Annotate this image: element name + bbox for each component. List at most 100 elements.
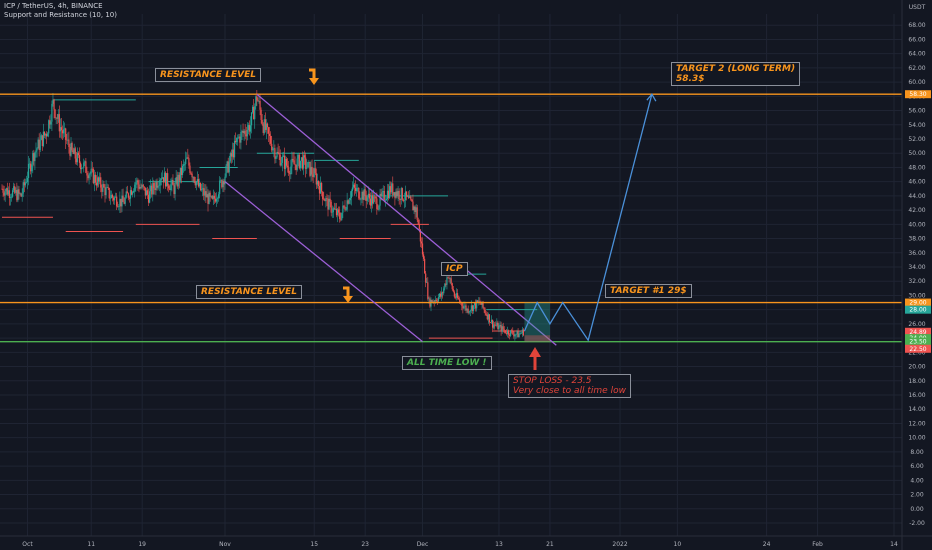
candle <box>174 177 176 201</box>
candle <box>203 183 205 201</box>
candle <box>362 190 364 207</box>
candle <box>8 182 11 206</box>
channel-upper-line[interactable] <box>256 93 557 346</box>
candle <box>449 277 451 285</box>
candle <box>219 176 221 199</box>
candle <box>264 112 266 133</box>
candle <box>256 89 258 106</box>
candle <box>135 178 137 193</box>
candle <box>338 206 340 217</box>
all-time-low-label[interactable]: ALL TIME LOW ! <box>402 356 492 370</box>
candle <box>281 152 283 172</box>
candle <box>96 171 99 188</box>
candle <box>56 113 58 125</box>
candle <box>194 176 196 189</box>
candle <box>358 187 360 200</box>
candle <box>439 291 442 299</box>
resistance-mid-label[interactable]: RESISTANCE LEVEL <box>196 285 302 299</box>
candle <box>17 185 19 203</box>
candle <box>212 189 214 206</box>
candle <box>68 131 70 154</box>
candle <box>140 183 142 190</box>
candle <box>438 293 441 300</box>
candle <box>127 192 129 201</box>
candle <box>76 147 78 166</box>
price-axis[interactable]: USDT -2.00 0.00 2.00 4.00 6.00 8.00 10.00 12.00 1… <box>901 0 932 550</box>
candle <box>35 142 37 158</box>
candle <box>134 182 136 198</box>
candle <box>44 133 47 139</box>
candle <box>138 179 140 193</box>
projection-path[interactable] <box>523 94 653 342</box>
candle <box>82 167 84 169</box>
candle <box>378 204 380 212</box>
price-label[interactable]: 28.00 <box>905 305 931 314</box>
candle <box>404 185 407 208</box>
time-axis[interactable]: Oct 11 19 Nov 15 23 Dec 13 21 2022 10 24 Feb 14 <box>0 535 932 548</box>
candle <box>458 295 460 300</box>
candle <box>223 178 225 193</box>
candle <box>231 142 234 163</box>
candle <box>476 299 478 312</box>
candle <box>155 179 157 196</box>
candle <box>435 298 437 303</box>
price-tick-label: 20.00 <box>908 364 925 371</box>
candle <box>372 191 374 209</box>
candle <box>468 310 470 315</box>
candle <box>290 159 292 180</box>
price-label[interactable]: 23.50 <box>905 337 931 346</box>
candle <box>433 300 435 307</box>
candle <box>319 176 322 195</box>
candle <box>288 160 290 176</box>
candle <box>330 199 332 217</box>
price-label[interactable]: 29.00 <box>905 298 931 307</box>
candle <box>349 191 351 205</box>
currency-unit: USDT <box>909 4 926 11</box>
target1-label[interactable]: TARGET #1 29$ <box>605 284 692 298</box>
candle <box>91 162 93 173</box>
candle <box>485 311 487 317</box>
candle <box>292 152 294 163</box>
candle <box>229 151 231 164</box>
candle <box>237 134 239 146</box>
candle <box>7 186 9 196</box>
price-label[interactable]: 58.30 <box>905 90 931 99</box>
target2-label[interactable]: TARGET 2 (LONG TERM) 58.3$ <box>671 62 801 86</box>
candle <box>359 191 361 201</box>
resistance-top-label[interactable]: RESISTANCE LEVEL <box>155 68 261 82</box>
candle <box>9 193 12 206</box>
stop-loss-label[interactable]: STOP LOSS - 23.5 Very close to all time … <box>508 374 631 398</box>
price-tick-label: 26.00 <box>908 321 925 328</box>
chart-grid <box>0 14 902 536</box>
channel-lower-line[interactable] <box>224 181 423 343</box>
candle <box>519 330 521 335</box>
zone-rect[interactable] <box>524 335 550 342</box>
candle <box>486 311 488 321</box>
candle <box>409 190 411 199</box>
indicator-legend[interactable]: Support and Resistance (10, 10) <box>4 11 117 19</box>
candle <box>202 182 204 197</box>
candle <box>164 171 167 189</box>
candle <box>416 204 418 222</box>
candle <box>259 94 261 116</box>
candle <box>52 93 54 107</box>
candle <box>13 182 15 193</box>
price-label[interactable]: 24.89 <box>905 327 931 336</box>
candle <box>487 312 489 324</box>
candle <box>225 164 227 178</box>
candle <box>116 192 118 210</box>
candle <box>513 330 515 339</box>
candle <box>103 181 105 188</box>
candle <box>502 322 504 333</box>
candle <box>210 195 212 199</box>
candle <box>266 122 269 134</box>
candle <box>411 199 413 202</box>
icp-label[interactable]: ICP <box>441 262 468 276</box>
candle <box>341 212 343 221</box>
candle <box>507 329 510 339</box>
price-tick-label: 54.00 <box>908 122 925 129</box>
price-label[interactable]: 22.50 <box>905 344 931 353</box>
candle <box>269 127 271 145</box>
candle <box>198 178 201 189</box>
